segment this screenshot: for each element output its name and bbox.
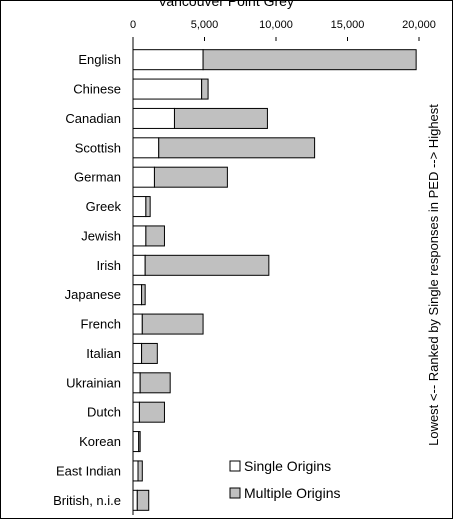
legend-label-single-origins: Single Origins	[244, 458, 331, 474]
bar-italian-single-origins	[132, 342, 143, 364]
bar-british-n-i-e-single-origins	[132, 489, 138, 511]
bar-greek-single-origins	[132, 196, 147, 218]
category-label-japanese: Japanese	[65, 287, 121, 302]
bar-italian-multiple-origins	[141, 342, 158, 364]
category-label-english: English	[78, 52, 121, 67]
bar-chinese-single-origins	[132, 78, 203, 100]
category-label-jewish: Jewish	[81, 228, 121, 243]
y-axis-title: Lowest <-- Ranked by Single responses in…	[426, 104, 441, 446]
bar-chinese-multiple-origins	[201, 78, 209, 100]
legend: Single Origins Multiple Origins	[229, 458, 340, 501]
bar-dutch-multiple-origins	[138, 401, 165, 423]
bar-japanese-single-origins	[132, 284, 143, 306]
bar-british-n-i-e-multiple-origins	[136, 489, 150, 511]
bar-korean-multiple-origins	[138, 431, 141, 453]
category-label-chinese: Chinese	[73, 82, 121, 97]
bar-canadian-multiple-origins	[173, 107, 268, 129]
x-tick-label: 15,000	[331, 19, 365, 31]
chart-title: Vancouver Point Grey	[158, 1, 294, 9]
bar-french-multiple-origins	[141, 313, 204, 335]
category-label-german: German	[74, 170, 121, 185]
bar-german-single-origins	[132, 166, 155, 188]
category-label-british-n-i-e: British, n.i.e	[53, 493, 121, 508]
bar-east-indian-single-origins	[132, 460, 139, 482]
bar-english-single-origins	[132, 49, 204, 71]
category-label-ukrainian: Ukrainian	[66, 375, 121, 390]
category-label-scottish: Scottish	[75, 140, 121, 155]
bar-jewish-multiple-origins	[145, 225, 165, 247]
bar-ukrainian-single-origins	[132, 372, 141, 394]
category-label-east-indian: East Indian	[56, 463, 121, 478]
x-tick-label: 5,000	[191, 19, 219, 31]
bar-greek-multiple-origins	[145, 196, 151, 218]
category-label-korean: Korean	[79, 434, 121, 449]
bar-scottish-multiple-origins	[158, 137, 316, 159]
bar-jewish-single-origins	[132, 225, 147, 247]
category-label-canadian: Canadian	[65, 111, 121, 126]
x-axis-ticks: 0 5,000 10,000 15,000 20,000	[130, 19, 436, 41]
x-tick-label: 0	[130, 19, 136, 31]
bar-dutch-single-origins	[132, 401, 140, 423]
bar-german-multiple-origins	[153, 166, 228, 188]
legend-swatch-multiple-origins	[229, 487, 241, 499]
bar-scottish-single-origins	[132, 137, 160, 159]
x-tick-label: 20,000	[402, 19, 436, 31]
bar-irish-single-origins	[132, 254, 146, 276]
legend-swatch-single-origins	[229, 460, 241, 472]
category-labels: English Chinese Canadian Scottish German Gree…	[53, 52, 121, 508]
bars-group	[132, 49, 417, 511]
category-label-irish: Irish	[96, 258, 121, 273]
category-label-french: French	[81, 317, 121, 332]
bar-korean-single-origins	[132, 431, 140, 453]
bar-japanese-multiple-origins	[141, 284, 146, 306]
legend-label-multiple-origins: Multiple Origins	[244, 485, 340, 501]
bar-french-single-origins	[132, 313, 143, 335]
category-label-italian: Italian	[86, 346, 121, 361]
x-tick-label: 10,000	[259, 19, 293, 31]
bar-english-multiple-origins	[202, 49, 417, 71]
bar-ukrainian-multiple-origins	[139, 372, 171, 394]
bar-canadian-single-origins	[132, 107, 175, 129]
category-label-greek: Greek	[86, 199, 122, 214]
category-label-dutch: Dutch	[87, 405, 121, 420]
bar-east-indian-multiple-origins	[137, 460, 143, 482]
bar-irish-multiple-origins	[144, 254, 270, 276]
